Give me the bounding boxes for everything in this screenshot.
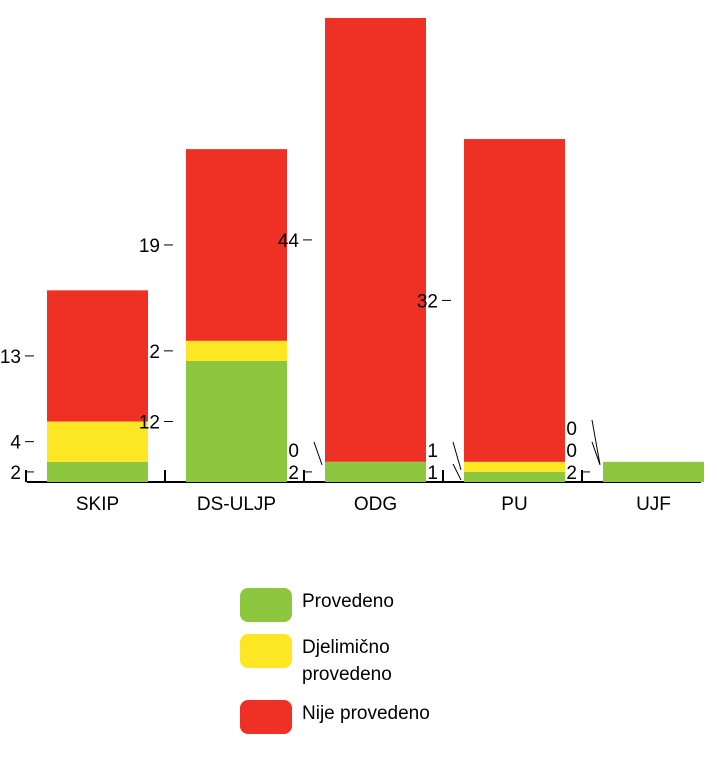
data-label: 2 [149,342,160,363]
legend-label: Provedeno [302,591,394,612]
bar-segment [186,340,287,361]
x-tick-label: DS-ULJP [197,494,276,515]
data-label: 2 [10,463,21,484]
data-label-leader [452,463,462,481]
data-label: 13 [0,347,21,368]
bar-segment [186,149,287,341]
bar-segment [325,461,426,482]
data-label: 19 [139,236,160,257]
data-label: 44 [278,231,300,252]
legend-item: Provedeno [240,588,432,622]
legend-label: Djelimično provedeno [302,637,392,685]
data-label: 0 [566,441,577,462]
data-label-leader [313,441,323,465]
data-label: 2 [288,463,299,484]
data-label: 0 [566,419,577,440]
bar-segment [464,139,565,462]
bar-segment [464,471,565,482]
data-label: 1 [427,441,438,462]
legend-label: Nije provedeno [302,703,430,724]
x-tick-label: PU [501,494,527,515]
bar-segment [47,461,148,482]
x-tick-label: ODG [354,494,397,515]
legend-swatch [240,700,292,734]
bar-segment [464,461,565,472]
data-label: 4 [10,433,21,454]
data-label: 1 [427,463,438,484]
x-tick-label: UJF [636,494,671,515]
legend-item: Djelimično provedeno [240,634,432,688]
bar-segment [186,360,287,482]
bar-segment [47,290,148,422]
legend-swatch [240,634,292,668]
data-label-leader [591,419,601,465]
bar-segment [603,461,704,482]
data-label: 0 [288,441,299,462]
legend-item: Nije provedeno [240,700,432,734]
data-label: 2 [566,463,577,484]
data-label-leader [452,441,462,471]
bar-segment [47,421,148,462]
bar-segment [325,18,426,462]
legend: Provedeno Djelimično provedeno Nije proved… [240,588,432,746]
data-label: 32 [417,291,438,312]
x-tick-label: SKIP [76,494,119,515]
data-label: 12 [139,412,160,433]
data-label-leader [591,441,601,465]
legend-swatch [240,588,292,622]
